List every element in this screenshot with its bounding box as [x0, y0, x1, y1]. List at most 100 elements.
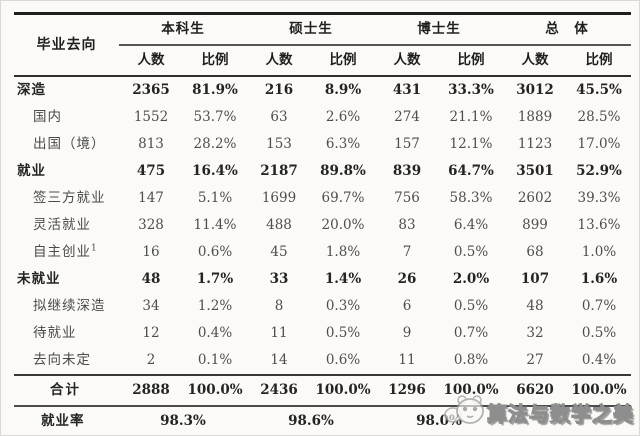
column-header-ratio: 比例 — [567, 45, 631, 77]
cell-value: 328 — [138, 217, 164, 233]
table-row-self-employment: 自主创业1 16 0.6% 45 1.8% 7 0.5% 68 1.0% — [14, 239, 631, 266]
cell-value: 839 — [392, 163, 422, 179]
table-row-tripartite-employment: 签三方就业 147 5.1% 1699 69.7% 756 58.3% 2602… — [14, 185, 631, 212]
cell-value: 475 — [136, 163, 166, 179]
cell-value: 20.0% — [321, 217, 365, 233]
cell-value: 274 — [394, 109, 420, 125]
cell-value: 33.3% — [448, 82, 494, 98]
table-row-unemployed: 未就业 48 1.7% 33 1.4% 26 2.0% 107 1.6% — [14, 266, 631, 293]
table-row-awaiting-employment: 待就业 12 0.4% 11 0.5% 9 0.7% 32 0.5% — [14, 320, 631, 347]
row-label: 灵活就业 — [33, 217, 91, 233]
cell-value: 48 — [141, 271, 161, 287]
cell-value: 2 — [146, 352, 156, 368]
cell-value: 899 — [522, 217, 548, 233]
column-header-ratio: 比例 — [439, 45, 503, 77]
cell-value: 153 — [266, 136, 292, 152]
table-row-undecided: 去向未定 2 0.1% 14 0.6% 11 0.8% 27 0.4% — [14, 347, 631, 375]
cell-value: 52.9% — [576, 163, 622, 179]
table-row-domestic: 国内 1552 53.7% 63 2.6% 274 21.1% 1889 28.… — [14, 104, 631, 131]
cell-value: 63 — [270, 109, 288, 125]
cell-value: 0.7% — [581, 298, 617, 314]
employment-rate-doctor: 98.0% — [416, 413, 462, 429]
cell-value: 83 — [398, 217, 416, 233]
cell-value: 100.0% — [439, 374, 503, 407]
column-header-count: 人数 — [119, 45, 183, 77]
cell-value: 2.6% — [325, 109, 361, 125]
row-label: 去向未定 — [33, 352, 91, 368]
cell-value: 100.0% — [567, 374, 631, 407]
cell-value: 0.8% — [453, 352, 489, 368]
column-header-count: 人数 — [247, 45, 311, 77]
cell-value: 5.1% — [197, 190, 233, 206]
column-header-ratio: 比例 — [183, 45, 247, 77]
cell-value: 34 — [142, 298, 160, 314]
cell-value: 12.1% — [449, 136, 493, 152]
group-header-master: 硕士生 — [247, 13, 375, 46]
row-label: 拟继续深造 — [33, 298, 106, 314]
cell-value: 89.8% — [320, 163, 366, 179]
cell-value: 6 — [402, 298, 412, 314]
cell-value: 1.2% — [197, 298, 233, 314]
cell-value: 12 — [142, 325, 160, 341]
cell-value: 6620 — [503, 374, 567, 407]
group-header-total: 总 体 — [503, 13, 631, 46]
cell-value: 13.6% — [577, 217, 621, 233]
cell-value: 11 — [270, 325, 288, 341]
cell-value: 28.2% — [193, 136, 237, 152]
column-header-count: 人数 — [375, 45, 439, 77]
cell-value: 64.7% — [448, 163, 494, 179]
cell-value: 33 — [269, 271, 289, 287]
cell-value: 69.7% — [321, 190, 365, 206]
subheader-row: 人数 比例 人数 比例 人数 比例 人数 比例 — [14, 45, 631, 77]
cell-value: 0.5% — [453, 244, 489, 260]
cell-value: 17.0% — [577, 136, 621, 152]
employment-rate-undergraduate: 98.3% — [160, 413, 206, 429]
cell-value: 0.5% — [325, 325, 361, 341]
row-label: 出国（境） — [33, 136, 106, 152]
group-header-undergraduate: 本科生 — [119, 13, 247, 46]
row-label-employment-rate: 就业率 — [41, 413, 85, 429]
cell-value: 216 — [264, 82, 294, 98]
table-row-employment-rate: 就业率 98.3% 98.6% 98.0% — [14, 406, 631, 435]
cell-value: 68 — [526, 244, 544, 260]
cell-value: 157 — [394, 136, 420, 152]
graduate-destination-table: 毕业去向 本科生 硕士生 博士生 总 体 人数 比例 人数 比例 人数 比例 人… — [14, 12, 631, 435]
column-header-ratio: 比例 — [311, 45, 375, 77]
cell-value: 6.3% — [325, 136, 361, 152]
cell-value: 8 — [274, 298, 284, 314]
cell-value: 0.6% — [325, 352, 361, 368]
table-row-further-study: 深造 2365 81.9% 216 8.9% 431 33.3% 3012 45… — [14, 76, 631, 104]
row-label: 国内 — [33, 109, 62, 125]
cell-value: 2365 — [132, 82, 170, 98]
cell-value: 53.7% — [193, 109, 237, 125]
table-row-abroad: 出国（境） 813 28.2% 153 6.3% 157 12.1% 1123 … — [14, 131, 631, 158]
table-row-total: 合计 2888 100.0% 2436 100.0% 1296 100.0% 6… — [14, 374, 631, 407]
cell-value: 6.4% — [453, 217, 489, 233]
cell-value: 9 — [402, 325, 412, 341]
employment-rate-master: 98.6% — [288, 413, 334, 429]
cell-value: 2436 — [247, 374, 311, 407]
row-label: 深造 — [17, 82, 46, 98]
cell-value: 14 — [270, 352, 288, 368]
cell-value: 100.0% — [183, 374, 247, 407]
cell-value: 107 — [520, 271, 550, 287]
cell-value: 8.9% — [324, 82, 362, 98]
row-label: 自主创业1 — [14, 239, 119, 266]
cell-value: 431 — [392, 82, 422, 98]
cell-value: 2.0% — [452, 271, 490, 287]
cell-value: 45 — [270, 244, 288, 260]
cell-value: 3501 — [516, 163, 554, 179]
cell-value: 11 — [398, 352, 416, 368]
cell-value: 0.3% — [325, 298, 361, 314]
cell-value: 1123 — [517, 136, 553, 152]
cell-value: 1.8% — [325, 244, 361, 260]
cell-value: 11.4% — [193, 217, 237, 233]
cell-value: 27 — [526, 352, 544, 368]
row-label: 签三方就业 — [33, 190, 106, 206]
cell-value: 2602 — [517, 190, 553, 206]
cell-value: 7 — [402, 244, 412, 260]
cell-value: 21.1% — [449, 109, 493, 125]
cell-value: 16 — [142, 244, 160, 260]
cell-value: 1699 — [261, 190, 297, 206]
